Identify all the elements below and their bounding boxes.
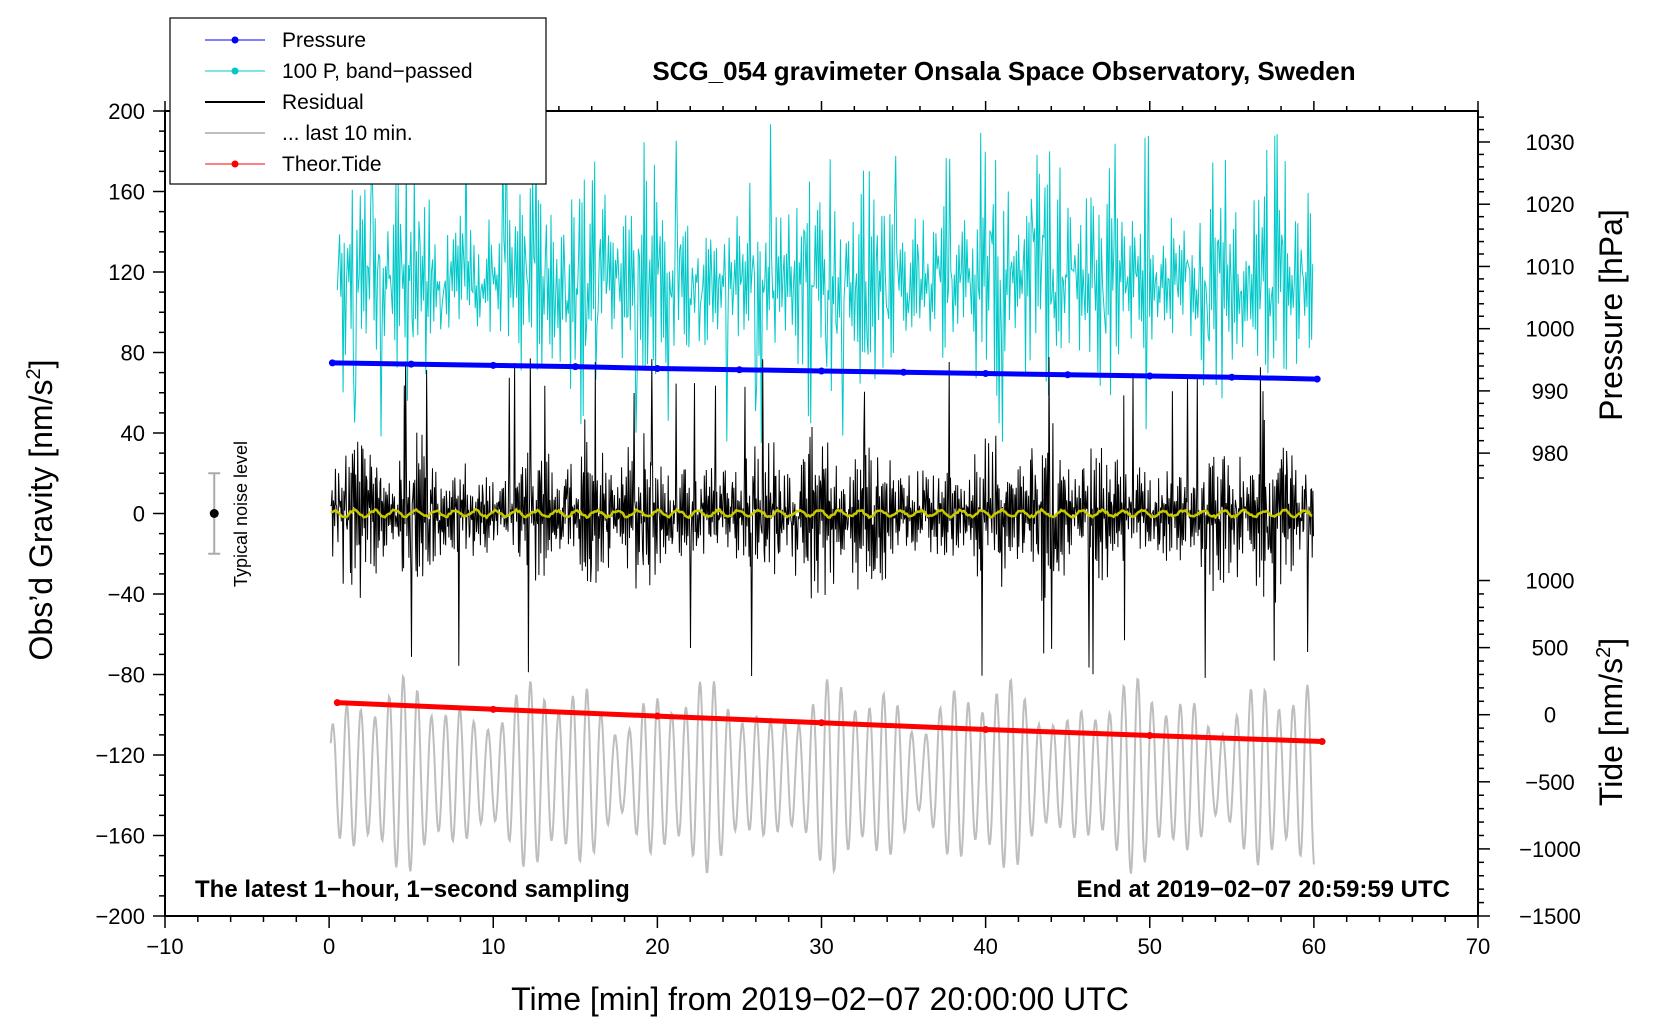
tide-tick-label: 500 bbox=[1532, 636, 1569, 661]
y-tick-label: 0 bbox=[133, 502, 145, 527]
tide-point bbox=[653, 712, 661, 720]
x-tick-label: 70 bbox=[1466, 934, 1490, 959]
series-100p-band-passed bbox=[336, 122, 1314, 443]
pressure-tick-label: 980 bbox=[1532, 441, 1569, 466]
legend-swatch-marker bbox=[231, 160, 239, 168]
y-tick-label: 80 bbox=[121, 341, 145, 366]
pressure-point bbox=[1146, 372, 1154, 380]
series-smoothed-residual bbox=[330, 507, 1313, 520]
x-tick-label: 50 bbox=[1138, 934, 1162, 959]
pressure-point bbox=[900, 368, 908, 376]
annotation-sampling: The latest 1−hour, 1−second sampling bbox=[195, 876, 630, 903]
y-tick-label: 120 bbox=[108, 260, 145, 285]
pressure-point bbox=[982, 369, 990, 377]
pressure-point bbox=[1228, 373, 1236, 381]
legend-label: ... last 10 min. bbox=[282, 122, 413, 145]
series-line-smoothed-residual bbox=[330, 507, 1313, 520]
x-axis-title: Time [min] from 2019−02−07 20:00:00 UTC bbox=[511, 981, 1129, 1017]
tide-title-sup: 2 bbox=[1593, 647, 1615, 658]
x-tick-label: 20 bbox=[645, 934, 669, 959]
tide-point bbox=[818, 719, 825, 727]
tide-axis: −1500 −1000 −500 0 500 1000 bbox=[1478, 569, 1581, 929]
y-tick-label: 200 bbox=[108, 99, 145, 124]
x-tick-label: 30 bbox=[809, 934, 833, 959]
tide-point bbox=[982, 725, 990, 733]
tide-title-end: ] bbox=[1593, 638, 1629, 647]
series-last-10-min bbox=[329, 673, 1315, 875]
tide-point bbox=[1318, 738, 1326, 746]
legend-label: Residual bbox=[282, 91, 364, 114]
y-tick-label: −120 bbox=[95, 743, 145, 768]
pressure-tick-label: 1030 bbox=[1526, 130, 1575, 155]
series-line-100p-band-passed bbox=[336, 122, 1314, 443]
x-tick-label: 0 bbox=[323, 934, 335, 959]
y-axis-left-title-text: Obs’d Gravity [nm/s2] bbox=[23, 360, 59, 661]
noise-indicator bbox=[208, 472, 221, 555]
y-axis-left-title: Obs’d Gravity [nm/s2] bbox=[23, 360, 59, 661]
x-tick-label: 60 bbox=[1302, 934, 1326, 959]
legend: Pressure 100 P, band−passed Residual ... la… bbox=[169, 17, 547, 185]
noise-point bbox=[209, 509, 219, 518]
pressure-point bbox=[407, 360, 415, 368]
pressure-point bbox=[489, 361, 497, 369]
tide-tick-label: −1500 bbox=[1519, 904, 1581, 929]
tide-title-text: Tide [nm/s2] bbox=[1593, 638, 1629, 806]
tide-title-main: Tide [nm/s bbox=[1593, 658, 1629, 806]
y-tick-label: 40 bbox=[121, 421, 145, 446]
pressure-axis: 980 990 1000 1010 1020 1030 bbox=[1478, 116, 1575, 479]
x-tick-label: 10 bbox=[481, 934, 505, 959]
y-axis-tide-title: Tide [nm/s2] bbox=[1593, 638, 1629, 806]
y-tick-label: −160 bbox=[95, 824, 145, 849]
series-line-residual bbox=[330, 356, 1314, 678]
legend-swatch-marker bbox=[231, 67, 239, 75]
pressure-point bbox=[735, 366, 743, 374]
tide-tick-label: −1000 bbox=[1519, 837, 1581, 862]
y-left-title-sup: 2 bbox=[23, 368, 45, 379]
legend-label: Theor.Tide bbox=[282, 153, 382, 176]
series-line-last-10-min bbox=[329, 673, 1315, 875]
annotation-end-time: End at 2019−02−07 20:59:59 UTC bbox=[1076, 876, 1450, 903]
pressure-point bbox=[653, 364, 661, 372]
tide-point bbox=[333, 699, 341, 707]
pressure-tick-label: 990 bbox=[1532, 379, 1569, 404]
y-tick-label: −40 bbox=[108, 582, 145, 607]
y-axis-pressure-title: Pressure [hPa] bbox=[1593, 209, 1629, 421]
pressure-point bbox=[1313, 375, 1321, 383]
noise-label: Typical noise level bbox=[231, 441, 251, 587]
tide-point bbox=[489, 705, 497, 713]
noise-label-wrap: Typical noise level bbox=[231, 441, 251, 587]
pressure-point bbox=[818, 367, 825, 375]
pressure-tick-label: 1010 bbox=[1526, 254, 1575, 279]
pressure-point bbox=[328, 359, 336, 367]
x-tick-label: 40 bbox=[973, 934, 997, 959]
x-axis: −10 0 10 20 30 40 50 60 70 bbox=[146, 101, 1490, 959]
series-residual bbox=[330, 356, 1314, 678]
x-tick-label: −10 bbox=[146, 934, 183, 959]
y-tick-label: −80 bbox=[108, 663, 145, 688]
pressure-point bbox=[571, 363, 579, 371]
pressure-tick-label: 1000 bbox=[1526, 317, 1575, 342]
y-left-title-main: Obs’d Gravity [nm/s bbox=[23, 380, 59, 661]
legend-label: 100 P, band−passed bbox=[282, 60, 473, 83]
tide-tick-label: 0 bbox=[1544, 703, 1556, 728]
y-tick-label: −200 bbox=[95, 904, 145, 929]
legend-label: Pressure bbox=[282, 29, 366, 52]
y-left-title-end: ] bbox=[23, 360, 59, 369]
legend-swatch-marker bbox=[231, 36, 239, 44]
pressure-point bbox=[1064, 371, 1072, 379]
chart-title: SCG_054 gravimeter Onsala Space Observat… bbox=[652, 56, 1355, 86]
y-tick-label: 160 bbox=[108, 180, 145, 205]
y-axis-left: −200 −160 −120 −80 −40 0 40 80 120 160 200 bbox=[95, 99, 165, 929]
tide-point bbox=[1146, 732, 1154, 740]
series-pressure bbox=[328, 359, 1321, 383]
series-theor-tide bbox=[333, 699, 1326, 746]
pressure-title-text: Pressure [hPa] bbox=[1593, 209, 1629, 421]
tide-tick-label: −500 bbox=[1525, 770, 1575, 795]
tide-tick-label: 1000 bbox=[1526, 569, 1575, 594]
pressure-tick-label: 1020 bbox=[1526, 192, 1575, 217]
